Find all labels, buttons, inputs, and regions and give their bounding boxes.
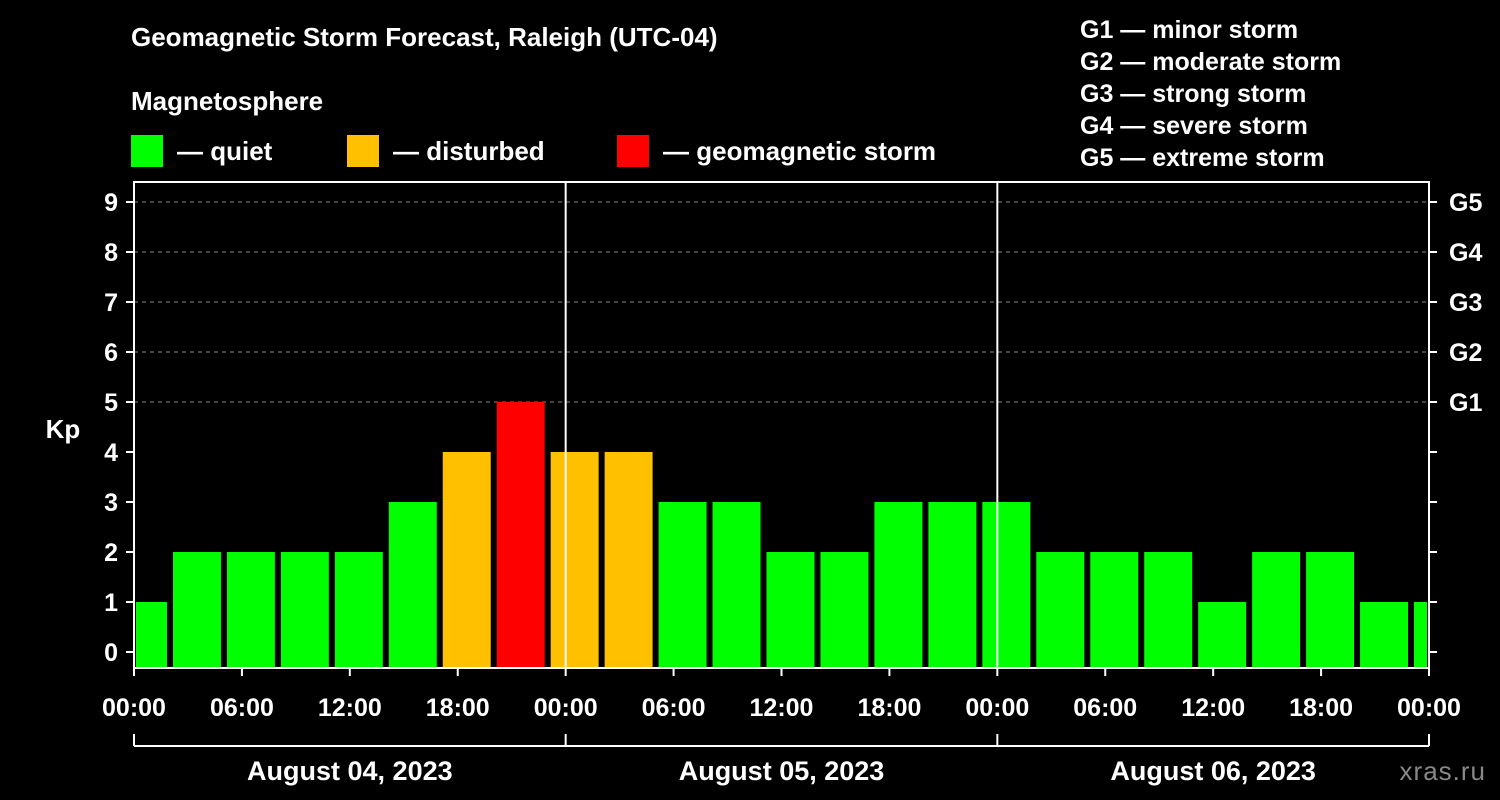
g-axis-label-g5: G5 xyxy=(1449,189,1482,217)
x-tick-label-11: 18:00 xyxy=(1289,694,1353,722)
g-axis-label-g4: G4 xyxy=(1449,239,1482,267)
g-axis-label-g2: G2 xyxy=(1449,339,1482,367)
day-label-1: August 05, 2023 xyxy=(679,756,885,786)
legend-swatch-disturbed xyxy=(347,135,379,167)
bar-6 xyxy=(442,452,491,668)
x-tick-label-10: 12:00 xyxy=(1181,694,1245,722)
legend-item-disturbed: — disturbed xyxy=(347,134,545,168)
x-tick-label-4: 00:00 xyxy=(534,694,598,722)
bar-5 xyxy=(388,502,437,668)
bar-20 xyxy=(1198,602,1247,668)
bar-9 xyxy=(604,452,653,668)
x-tick-label-1: 06:00 xyxy=(210,694,274,722)
y-tick-label-5: 5 xyxy=(104,389,118,417)
g-scale-legend: G1 — minor storm G2 — moderate storm G3 … xyxy=(1080,14,1341,174)
day-label-2: August 06, 2023 xyxy=(1110,756,1316,786)
x-tick-label-6: 12:00 xyxy=(750,694,814,722)
bar-0 xyxy=(136,602,167,668)
bar-12 xyxy=(766,552,815,668)
bar-3 xyxy=(280,552,329,668)
bar-15 xyxy=(928,502,977,668)
bar-14 xyxy=(874,502,923,668)
bar-17 xyxy=(1036,552,1085,668)
y-tick-label-8: 8 xyxy=(104,239,118,267)
y-tick-label-9: 9 xyxy=(104,189,118,217)
legend-label-disturbed: — disturbed xyxy=(393,135,545,166)
bar-11 xyxy=(712,502,761,668)
g-legend-g2: G2 — moderate storm xyxy=(1080,48,1342,76)
x-tick-label-7: 18:00 xyxy=(857,694,921,722)
bar-4 xyxy=(334,552,383,668)
y-tick-label-2: 2 xyxy=(104,539,118,567)
bar-7 xyxy=(496,402,545,668)
y-tick-label-3: 3 xyxy=(104,489,118,517)
legend-item-storm: — geomagnetic storm xyxy=(617,134,936,168)
bar-8 xyxy=(550,452,599,668)
g-legend-g5: G5 — extreme storm xyxy=(1080,144,1325,172)
bar-13 xyxy=(820,552,869,668)
y-tick-label-6: 6 xyxy=(104,339,118,367)
bar-10 xyxy=(658,502,707,668)
x-tick-label-2: 12:00 xyxy=(318,694,382,722)
g-axis-label-g3: G3 xyxy=(1449,289,1482,317)
y-tick-label-4: 4 xyxy=(104,439,118,467)
day-label-0: August 04, 2023 xyxy=(247,756,453,786)
legend-item-quiet: — quiet xyxy=(131,134,272,168)
x-tick-label-12: 00:00 xyxy=(1397,694,1461,722)
legend-swatch-quiet xyxy=(131,135,163,167)
bar-21 xyxy=(1252,552,1301,668)
bar-1 xyxy=(172,552,221,668)
x-tick-label-9: 06:00 xyxy=(1073,694,1137,722)
x-tick-label-8: 00:00 xyxy=(965,694,1029,722)
x-tick-label-3: 18:00 xyxy=(426,694,490,722)
g-axis-label-g1: G1 xyxy=(1449,389,1482,417)
bar-22 xyxy=(1306,552,1355,668)
legend-swatch-storm xyxy=(617,135,649,167)
chart-subtitle: Magnetosphere xyxy=(131,86,324,116)
bar-23 xyxy=(1360,602,1409,668)
x-tick-label-5: 06:00 xyxy=(642,694,706,722)
bar-24 xyxy=(1414,602,1427,668)
bar-19 xyxy=(1144,552,1193,668)
y-axis-label: Kp xyxy=(46,414,81,444)
g-legend-g3: G3 — strong storm xyxy=(1080,80,1307,108)
x-tick-label-0: 00:00 xyxy=(102,694,166,722)
chart-title: Geomagnetic Storm Forecast, Raleigh (UTC… xyxy=(131,22,718,52)
bar-16 xyxy=(982,502,1031,668)
watermark: xras.ru xyxy=(1399,756,1486,786)
y-tick-label-1: 1 xyxy=(104,589,118,617)
bar-2 xyxy=(226,552,275,668)
g-legend-g4: G4 — severe storm xyxy=(1080,112,1308,140)
legend-label-quiet: — quiet xyxy=(177,135,273,166)
y-tick-label-7: 7 xyxy=(104,289,118,317)
g-legend-g1: G1 — minor storm xyxy=(1080,16,1299,44)
bar-18 xyxy=(1090,552,1139,668)
legend-label-storm: — geomagnetic storm xyxy=(663,135,937,166)
y-tick-label-0: 0 xyxy=(104,639,118,667)
